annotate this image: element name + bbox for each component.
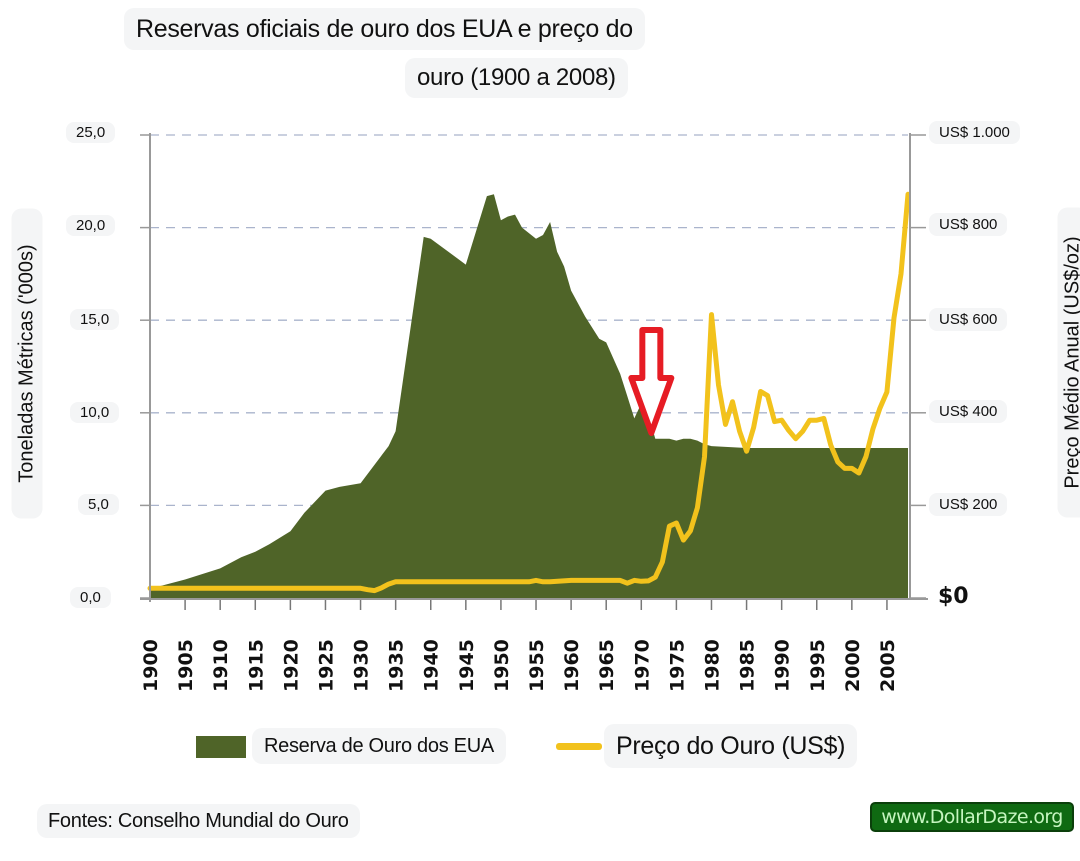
- x-tick-label: 1965: [596, 639, 618, 692]
- x-tick-label: 1980: [701, 639, 723, 692]
- y-tick-label: 0,0: [70, 587, 111, 608]
- source-note: Fontes: Conselho Mundial do Ouro: [37, 804, 360, 838]
- x-tick-label: 1950: [491, 639, 513, 692]
- price-line: [147, 191, 911, 594]
- y-tick-label: 5,0: [78, 494, 119, 515]
- x-tick-label: 1990: [772, 639, 794, 692]
- x-tick-label: 1905: [175, 639, 197, 692]
- x-tick-label: 1995: [807, 639, 829, 692]
- y-tick-label: 20,0: [66, 215, 116, 236]
- x-tick-label: 1925: [315, 639, 337, 692]
- y-tick-label: 15,0: [70, 309, 120, 330]
- chart-title: Reservas oficiais de ouro dos EUA e preç…: [124, 8, 645, 50]
- reserve-area: [150, 194, 908, 599]
- x-tick-label: 1940: [421, 639, 443, 692]
- y-right-tick-label: US$ 1.000: [929, 121, 1020, 144]
- x-tick-label: 1930: [351, 639, 373, 692]
- legend-swatch-price: [556, 743, 602, 750]
- x-tick-label: 1985: [737, 639, 759, 692]
- x-tick-label: 1960: [561, 639, 583, 692]
- x-tick-label: 1935: [386, 639, 408, 692]
- watermark-link[interactable]: www.DollarDaze.org: [870, 802, 1074, 832]
- x-tick-label: 1975: [666, 639, 688, 692]
- x-tick-label: 1900: [140, 639, 162, 692]
- annotation-arrow-down: [628, 327, 675, 436]
- x-tick-label: 1920: [280, 639, 302, 692]
- y-right-tick-label: US$ 200: [929, 493, 1008, 516]
- x-tick-label: 2005: [877, 639, 899, 692]
- x-tick-label: 1945: [456, 639, 478, 692]
- x-tick-label: 1915: [245, 639, 267, 692]
- x-tick-label: 1970: [631, 639, 653, 692]
- y-right-tick-label: US$ 400: [929, 400, 1008, 423]
- legend-swatch-reserve: [196, 736, 246, 758]
- legend-label-reserve: Reserva de Ouro dos EUA: [252, 728, 506, 764]
- chart-title-line2: ouro (1900 a 2008): [405, 58, 628, 98]
- y-right-tick-label: $0: [938, 584, 969, 609]
- x-tick-label: 2000: [842, 639, 864, 692]
- y-right-tick-label: US$ 600: [929, 308, 1008, 331]
- x-tick-label: 1955: [526, 639, 548, 692]
- legend-label-price: Preço do Ouro (US$): [604, 724, 858, 768]
- y-tick-label: 10,0: [70, 402, 120, 423]
- x-tick-label: 1910: [210, 639, 232, 692]
- y-tick-label: 25,0: [66, 122, 116, 143]
- y-right-tick-label: US$ 800: [929, 213, 1008, 236]
